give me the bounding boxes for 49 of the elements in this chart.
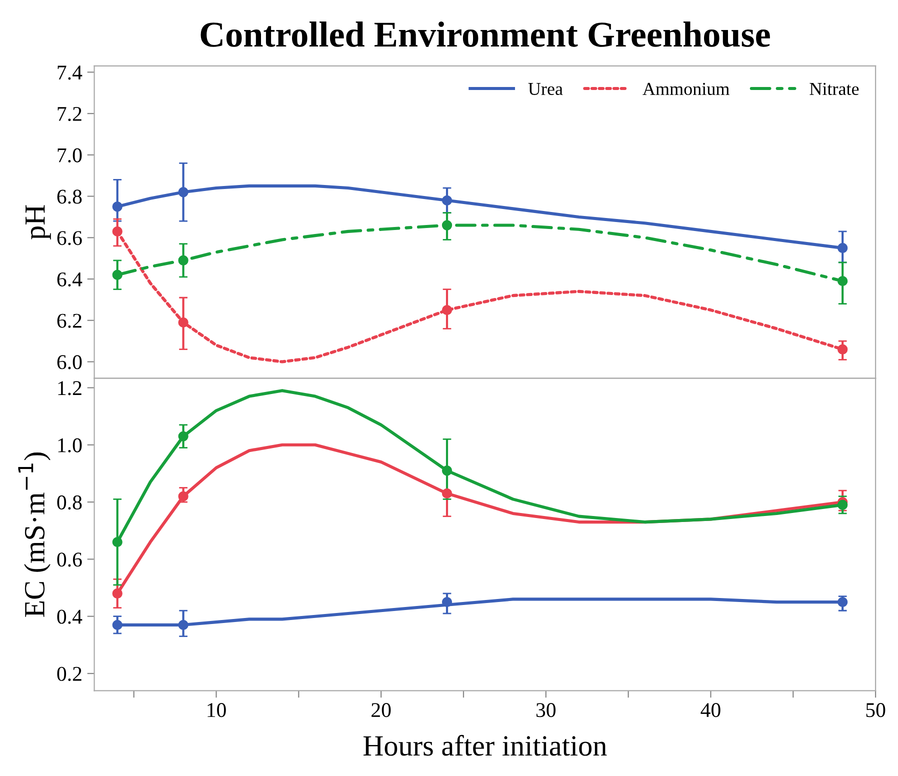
x-axis-title: Hours after initiation — [363, 734, 607, 756]
x-tick-label: 50 — [866, 703, 886, 718]
point — [838, 596, 848, 608]
y-tick-label: 1.2 — [58, 381, 82, 396]
point — [838, 344, 848, 354]
y-tick-label: 6.6 — [57, 231, 82, 246]
point — [442, 195, 452, 206]
y-tick-label: 6.0 — [57, 355, 82, 370]
y-tick-label: 0.8 — [57, 495, 82, 510]
legend-label: Urea — [528, 83, 563, 96]
point — [442, 304, 452, 316]
y-tick-label: 7.4 — [58, 66, 82, 80]
legend-label: Ammonium — [642, 82, 730, 96]
point — [178, 431, 188, 442]
y-tick-label: 0.2 — [57, 666, 82, 682]
y-axis-title: EC (mS·m$^{−1}$) — [18, 452, 50, 617]
point — [178, 620, 188, 630]
point — [442, 488, 452, 499]
y-tick-label: 6.8 — [57, 190, 82, 204]
y-tick-label: 6.4 — [57, 272, 82, 287]
point — [442, 220, 452, 230]
point — [442, 466, 452, 476]
point — [112, 270, 122, 280]
y-axis-title: pH — [26, 205, 51, 240]
y-tick-label: 0.4 — [57, 610, 82, 624]
chart-title: Controlled Environment Greenhouse — [200, 21, 770, 47]
point — [178, 187, 188, 198]
legend-label: Nitrate — [810, 82, 859, 96]
point — [112, 620, 122, 630]
point — [178, 317, 188, 328]
point — [112, 588, 122, 599]
x-tick-label: 20 — [372, 703, 391, 718]
y-tick-label: 7.0 — [58, 148, 82, 162]
point — [112, 536, 122, 548]
y-tick-label: 6.2 — [57, 314, 82, 328]
point — [838, 242, 848, 254]
y-tick-label: 1.0 — [58, 438, 82, 452]
point — [112, 226, 122, 237]
point — [838, 276, 848, 286]
y-tick-label: 7.2 — [58, 106, 82, 122]
point — [178, 491, 188, 502]
x-tick-label: 30 — [536, 703, 556, 718]
point — [838, 500, 848, 510]
x-tick-label: 10 — [208, 703, 226, 718]
point — [178, 255, 188, 266]
point — [442, 596, 452, 608]
point — [112, 202, 122, 212]
x-tick-label: 40 — [700, 703, 720, 718]
y-tick-label: 0.6 — [57, 552, 82, 567]
